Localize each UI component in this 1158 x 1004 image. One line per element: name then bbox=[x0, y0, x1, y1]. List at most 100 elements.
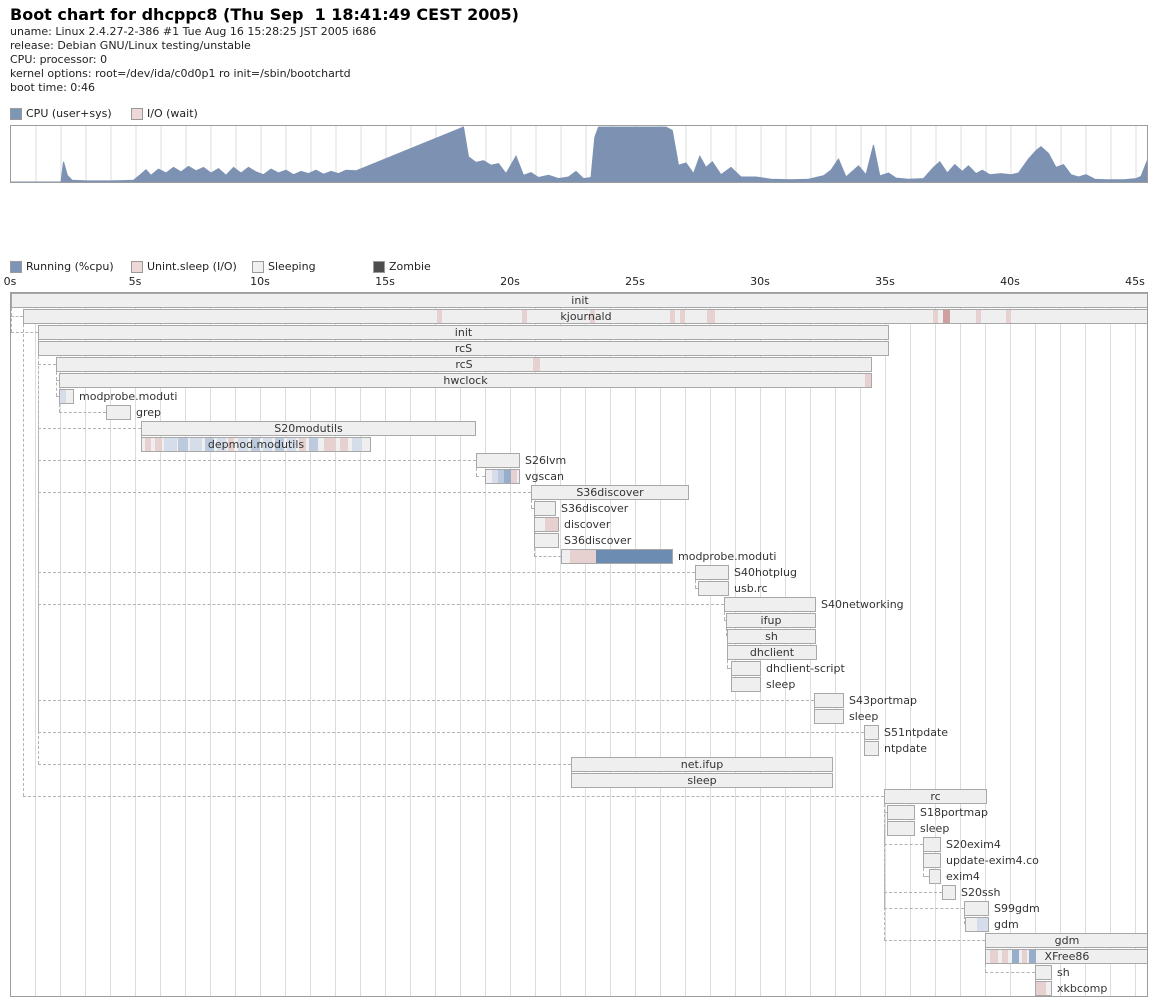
tree-connector-horizontal bbox=[724, 620, 726, 621]
process-bar bbox=[141, 437, 371, 452]
state-segment bbox=[263, 438, 272, 451]
process-label: ifup bbox=[760, 614, 782, 627]
time-axis-tick: 45s bbox=[1125, 275, 1145, 288]
process-bar bbox=[985, 949, 1147, 964]
tree-connector-horizontal bbox=[884, 908, 964, 909]
process-bar bbox=[964, 901, 989, 916]
process-bar bbox=[534, 501, 556, 516]
tree-connector-vertical bbox=[727, 660, 728, 668]
process-bar bbox=[887, 805, 915, 820]
state-segment bbox=[522, 310, 527, 323]
tree-connector-horizontal bbox=[38, 572, 695, 573]
time-axis-tick: 30s bbox=[750, 275, 770, 288]
tree-connector-horizontal bbox=[884, 812, 887, 813]
process-bar bbox=[942, 885, 956, 900]
process-chart-legend: Running (%cpu) Unint.sleep (I/O) Sleeping Z… bbox=[10, 260, 1148, 273]
system-info-line: boot time: 0:46 bbox=[10, 81, 96, 94]
process-label: net.ifup bbox=[680, 758, 724, 771]
time-axis-tick: 5s bbox=[128, 275, 142, 288]
legend-swatch-icon bbox=[10, 107, 22, 120]
state-segment bbox=[1022, 950, 1027, 963]
process-label: dhclient-script bbox=[766, 662, 845, 675]
time-axis: 0s 5s 10s 15s 20s 25s 30s 35s 40s 45s bbox=[4, 275, 1148, 289]
tree-connector-horizontal bbox=[38, 764, 571, 765]
state-segment bbox=[251, 438, 260, 451]
process-bar bbox=[923, 853, 941, 868]
time-axis-tick: 20s bbox=[500, 275, 520, 288]
time-axis-tick: 35s bbox=[875, 275, 895, 288]
cpu-chart-legend: CPU (user+sys) I/O (wait) bbox=[10, 107, 1148, 120]
cpu-utilization-chart bbox=[10, 125, 1150, 183]
state-segment bbox=[977, 918, 988, 931]
tree-connector-horizontal bbox=[38, 428, 141, 429]
time-axis-tick: 25s bbox=[625, 275, 645, 288]
process-bar bbox=[38, 325, 889, 340]
legend-item: Sleeping bbox=[252, 260, 316, 273]
tree-connector-horizontal bbox=[884, 892, 942, 893]
tree-connector-vertical bbox=[726, 628, 727, 636]
tree-connector-horizontal bbox=[531, 508, 534, 509]
tree-connector-horizontal bbox=[56, 380, 59, 381]
process-label: S20ssh bbox=[961, 886, 1001, 899]
tree-connector-vertical bbox=[884, 804, 885, 940]
tree-connector-horizontal bbox=[11, 316, 23, 317]
tree-connector-horizontal bbox=[985, 972, 1035, 973]
tree-connector-horizontal bbox=[695, 588, 698, 589]
state-segment bbox=[492, 470, 498, 483]
legend-swatch-icon bbox=[10, 260, 22, 273]
process-bar bbox=[485, 469, 520, 484]
legend-item: Zombie bbox=[373, 260, 431, 273]
process-bar bbox=[38, 341, 889, 356]
tree-connector-vertical bbox=[695, 580, 696, 588]
tree-connector-horizontal bbox=[38, 460, 476, 461]
legend-item: I/O (wait) bbox=[131, 107, 198, 120]
process-label: XFree86 bbox=[1044, 950, 1090, 963]
state-segment bbox=[340, 438, 348, 451]
tree-connector-horizontal bbox=[38, 604, 724, 605]
system-info-line: release: Debian GNU/Linux testing/unstab… bbox=[10, 39, 251, 52]
state-segment bbox=[299, 438, 306, 451]
process-label: depmod.modutils bbox=[207, 438, 305, 451]
state-segment bbox=[511, 470, 517, 483]
process-label: usb.rc bbox=[734, 582, 768, 595]
process-label: gdm bbox=[994, 918, 1019, 931]
process-bar bbox=[985, 933, 1147, 948]
state-segment bbox=[287, 438, 296, 451]
tree-connector-vertical bbox=[11, 308, 12, 332]
process-label: sleep bbox=[920, 822, 950, 835]
state-segment bbox=[60, 390, 66, 403]
process-label: rcS bbox=[455, 358, 473, 371]
tree-connector-horizontal bbox=[56, 396, 59, 397]
process-bar bbox=[923, 837, 941, 852]
state-segment bbox=[1002, 950, 1008, 963]
tree-connector-horizontal bbox=[884, 844, 923, 845]
process-bar bbox=[534, 517, 559, 532]
state-segment bbox=[145, 438, 151, 451]
state-segment bbox=[205, 438, 214, 451]
legend-label: Zombie bbox=[389, 260, 431, 273]
tree-connector-vertical bbox=[23, 324, 24, 796]
process-label: init bbox=[454, 326, 473, 339]
state-segment bbox=[589, 310, 595, 323]
tree-connector-horizontal bbox=[534, 556, 561, 557]
state-segment bbox=[228, 438, 234, 451]
process-bar bbox=[1035, 965, 1052, 980]
legend-swatch-icon bbox=[131, 107, 143, 120]
state-segment bbox=[545, 518, 558, 531]
process-label: S36discover bbox=[564, 534, 632, 547]
process-bar bbox=[726, 613, 816, 628]
legend-label: CPU (user+sys) bbox=[26, 107, 112, 120]
state-segment bbox=[309, 438, 318, 451]
process-label: grep bbox=[136, 406, 162, 419]
time-axis-tick: 40s bbox=[1000, 275, 1020, 288]
legend-swatch-icon bbox=[252, 260, 264, 273]
process-label: sleep bbox=[849, 710, 879, 723]
state-segment bbox=[1005, 310, 1011, 323]
process-label: S20exim4 bbox=[946, 838, 1001, 851]
time-axis-tick: 15s bbox=[375, 275, 395, 288]
process-label: ntpdate bbox=[884, 742, 928, 755]
process-label: gdm bbox=[1054, 934, 1080, 947]
process-gantt-chart: init kjournald init rcS rcS hwclock modprobe.m… bbox=[10, 292, 1148, 997]
state-segment bbox=[680, 310, 685, 323]
process-bar bbox=[695, 565, 729, 580]
